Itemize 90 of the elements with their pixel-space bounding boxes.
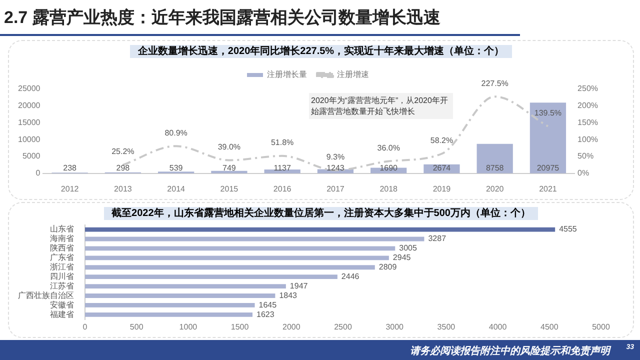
- legend-label: 注册增速: [337, 70, 369, 80]
- data-label: 1623: [256, 310, 275, 319]
- y2-tick-label: 0%: [578, 168, 590, 178]
- data-label: 539: [169, 164, 184, 173]
- bar: [85, 294, 276, 298]
- y-tick-label: 广东省: [50, 253, 74, 262]
- y-tick-label: 5000: [22, 152, 41, 161]
- data-label: 749: [222, 164, 236, 173]
- data-label: 51.8%: [270, 138, 294, 148]
- data-label: 8758: [486, 164, 504, 173]
- x-tick-label: 1500: [230, 322, 250, 332]
- bar: [85, 303, 255, 308]
- data-label: 2945: [392, 253, 412, 262]
- x-tick-label: 2020: [486, 184, 504, 194]
- data-label: 25.2%: [112, 147, 134, 156]
- x-tick-label: 0: [82, 322, 88, 332]
- x-tick-label: 3000: [386, 322, 404, 332]
- x-tick-label: 2012: [60, 184, 80, 194]
- x-tick-label: 2000: [282, 322, 301, 332]
- data-label: 3005: [399, 244, 418, 253]
- y-tick-label: 海南省: [50, 234, 74, 244]
- y2-tick-label: 250%: [578, 84, 598, 94]
- data-label: 1947: [290, 281, 308, 290]
- data-label: 139.5%: [534, 108, 562, 118]
- bar: [530, 102, 566, 174]
- y-tick-label: 四川省: [50, 272, 74, 282]
- bar: [85, 312, 252, 317]
- text: 请务必阅读报告附注中的风险提示和免责声明: [410, 344, 610, 358]
- data-label: 3287: [428, 234, 447, 244]
- data-label: 1843: [279, 290, 298, 300]
- data-label: 80.9%: [164, 128, 188, 138]
- data-label: 58.2%: [430, 136, 454, 145]
- chart-subtitle: 企业数量增长迅速，2020年同比增长227.5%，实现近十年来最大增速（单位：个）: [130, 45, 512, 58]
- bar: [85, 256, 389, 260]
- chart-title: 2.7 露营产业热度：近年来我国露营相关公司数量增长迅速: [4, 7, 440, 29]
- y-tick-label: 陕西省: [50, 244, 74, 253]
- x-tick-label: 2018: [380, 184, 398, 194]
- data-label: 39.0%: [218, 142, 241, 152]
- data-label: 36.0%: [377, 143, 400, 152]
- y2-tick-label: 100%: [578, 134, 598, 144]
- data-label: 227.5%: [481, 78, 508, 88]
- y2-tick-label: 150%: [578, 118, 598, 127]
- x-tick-label: 2016: [273, 184, 292, 194]
- x-tick-label: 4500: [540, 322, 559, 332]
- y-tick-label: 山东省: [50, 224, 74, 234]
- data-label: 1645: [258, 300, 278, 310]
- x-tick-label: 2021: [539, 184, 558, 194]
- y-tick-label: 25000: [18, 84, 41, 94]
- bar: [476, 144, 513, 174]
- bar: [85, 246, 396, 251]
- data-label: 9.3%: [326, 152, 345, 162]
- y-tick-label: 福建省: [50, 310, 74, 319]
- x-tick-label: 4000: [488, 322, 508, 332]
- y-tick-label: 浙江省: [50, 262, 74, 272]
- data-label: 20975: [536, 164, 560, 173]
- y-tick-label: 15000: [18, 118, 41, 127]
- data-label: 4555: [559, 224, 578, 234]
- y-tick-label: 广西壮族自治区: [18, 290, 74, 300]
- bar: [85, 265, 375, 270]
- chart-title: 截至2022年，山东省露营地相关企业数量位居第一，注册资本大多集中于500万内（单位：个）: [104, 207, 538, 220]
- x-tick-label: 2014: [167, 184, 186, 194]
- data-label: 298: [116, 164, 130, 173]
- x-tick-label: 2013: [114, 184, 132, 194]
- data-label: 2809: [378, 262, 398, 272]
- y-tick-label: 20000: [18, 101, 41, 110]
- bar: [85, 236, 424, 242]
- x-tick-label: 2017: [326, 184, 345, 194]
- data-label: 2446: [341, 272, 360, 282]
- x-tick-label: 500: [130, 322, 144, 332]
- data-label: 1243: [326, 164, 345, 173]
- annotation: 2020年为“露营营地元年”，从2020年开始露营营地数量开始飞快增长: [309, 93, 453, 119]
- data-label: 2674: [432, 164, 452, 173]
- legend-label: 注册增长量: [267, 70, 307, 80]
- bar: [85, 274, 338, 280]
- x-tick-label: 2019: [432, 184, 452, 194]
- y2-tick-label: 200%: [578, 101, 598, 110]
- bar: [85, 227, 556, 232]
- bar: [85, 284, 286, 288]
- y-tick-label: 10000: [18, 134, 41, 144]
- data-label: 238: [63, 164, 78, 173]
- x-tick-label: 5000: [592, 322, 610, 332]
- x-tick-label: 3500: [437, 322, 456, 332]
- x-tick-label: 2015: [220, 184, 239, 194]
- x-tick-label: 1000: [179, 322, 198, 332]
- y-tick-label: 0: [36, 168, 41, 178]
- x-tick-label: 2500: [334, 322, 352, 332]
- y2-tick-label: 50%: [578, 152, 594, 161]
- data-label: 1137: [274, 164, 292, 173]
- y-tick-label: 安徽省: [50, 300, 74, 310]
- y-tick-label: 江苏省: [50, 281, 74, 290]
